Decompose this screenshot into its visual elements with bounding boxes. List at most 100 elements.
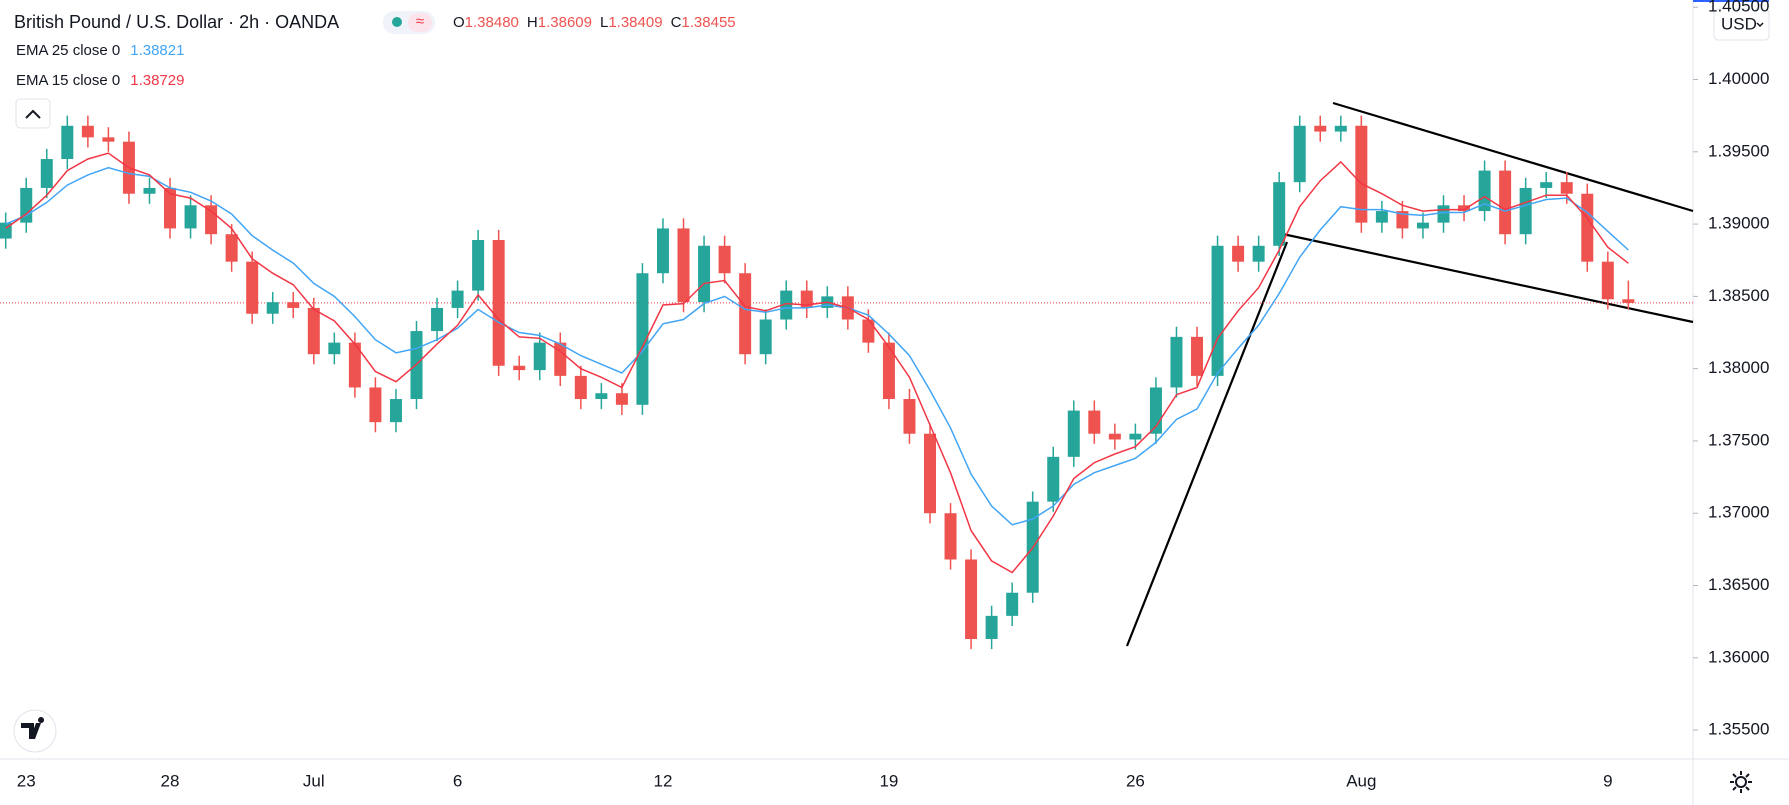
y-tick-label: 1.39000 <box>1708 214 1769 233</box>
y-tick-label: 1.37500 <box>1708 430 1769 449</box>
candle-body <box>739 273 752 355</box>
x-tick-label: 28 <box>161 771 180 790</box>
candle-body <box>1601 261 1614 300</box>
candle-body <box>677 228 690 303</box>
chart-title: British Pound / U.S. Dollar · 2h · OANDA <box>14 12 339 32</box>
candle-body <box>554 342 567 376</box>
settings-icon[interactable] <box>1730 771 1752 793</box>
candle-body <box>1108 433 1121 440</box>
y-tick-label: 1.40000 <box>1708 69 1769 88</box>
ohlc-key: H <box>527 14 538 31</box>
candle-body <box>513 365 526 371</box>
candle-body <box>431 307 444 332</box>
candle-body <box>759 319 772 355</box>
ohlc-value: 1.38455 <box>681 14 735 31</box>
toggle-icon: ≈ <box>416 13 424 30</box>
candle-body <box>266 302 279 314</box>
candle-body <box>184 205 197 229</box>
candle-body <box>656 228 669 274</box>
candle-body <box>1622 299 1635 303</box>
candle-body <box>1416 222 1429 229</box>
candle-body <box>102 137 115 142</box>
currency-label: USD <box>1721 14 1757 33</box>
candle-body <box>862 319 875 343</box>
collapse-button[interactable] <box>15 98 51 129</box>
candle-body <box>1334 125 1347 132</box>
candle-body <box>924 433 936 514</box>
currency-button[interactable] <box>1713 8 1770 41</box>
candle-body <box>1047 456 1060 502</box>
trend-line[interactable] <box>1125 241 1289 647</box>
candle-body <box>307 307 320 355</box>
candle-body <box>20 187 33 223</box>
candle-body <box>1581 193 1594 262</box>
candle-body <box>800 290 813 308</box>
candle-body <box>615 393 628 405</box>
candle-body <box>1478 170 1491 212</box>
candle-body <box>389 399 402 423</box>
x-tick-label: 26 <box>1126 771 1145 790</box>
candle-body <box>472 239 485 291</box>
candle-body <box>164 187 177 229</box>
y-tick-label: 1.38000 <box>1708 358 1769 377</box>
candle-body <box>246 261 259 314</box>
candle-body <box>1088 410 1101 434</box>
candle-body <box>1293 125 1306 183</box>
legend-name: EMA 15 close 0 <box>16 72 120 89</box>
candle-body <box>225 234 238 262</box>
y-tick-label: 1.38500 <box>1708 286 1769 305</box>
ohlc-key: C <box>671 14 682 31</box>
candle-body <box>718 245 731 274</box>
indicator-toggle[interactable]: ≈ <box>383 11 435 34</box>
candle-body <box>1458 205 1471 212</box>
candle-body <box>1396 211 1409 229</box>
candle-body <box>492 239 505 366</box>
ohlc-value: 1.38480 <box>465 14 519 31</box>
y-tick-label: 1.39500 <box>1708 141 1769 160</box>
trend-line[interactable] <box>1277 231 1694 324</box>
y-tick-label: 1.36000 <box>1708 647 1769 666</box>
candle-body <box>1437 205 1450 223</box>
candle-body <box>348 342 361 388</box>
candle-body <box>1273 182 1286 246</box>
candle-body <box>574 375 587 400</box>
x-tick-label: Aug <box>1346 771 1376 790</box>
trend-line[interactable] <box>1332 101 1694 213</box>
ohlc-key: O <box>453 14 465 31</box>
candle-body <box>903 399 916 434</box>
candle-body <box>1191 336 1204 376</box>
candle-body <box>1232 245 1245 262</box>
candle-body <box>595 393 608 400</box>
candle-body <box>985 615 998 640</box>
candle-body <box>328 342 341 355</box>
candle-body <box>944 513 957 560</box>
candle-body <box>287 302 300 308</box>
y-tick-label: 1.40500 <box>1708 0 1769 16</box>
candle-body <box>1560 182 1573 194</box>
candle-body <box>1006 592 1019 616</box>
legend-name: EMA 25 close 0 <box>16 42 120 59</box>
candle-body <box>780 290 793 320</box>
y-tick-label: 1.36500 <box>1708 575 1769 594</box>
candle-body <box>451 290 464 308</box>
legend-value: 1.38729 <box>130 72 184 89</box>
x-tick-label: 19 <box>879 771 898 790</box>
candle-body <box>1540 182 1553 188</box>
candle-body <box>1314 125 1327 132</box>
logo[interactable] <box>13 709 57 753</box>
candle-body <box>1129 433 1142 440</box>
x-tick-label: 12 <box>654 771 673 790</box>
x-tick-label: Jul <box>303 771 325 790</box>
ohlc-value: 1.38409 <box>608 14 662 31</box>
candle-body <box>1067 410 1080 457</box>
candle-body <box>1519 187 1532 235</box>
candle-body <box>40 159 53 188</box>
candle-body <box>636 273 649 405</box>
x-tick-label: 6 <box>453 771 462 790</box>
legend-value: 1.38821 <box>130 42 184 59</box>
candle-body <box>1375 211 1388 223</box>
candle-body <box>369 387 382 423</box>
ema-line <box>5 166 1629 526</box>
